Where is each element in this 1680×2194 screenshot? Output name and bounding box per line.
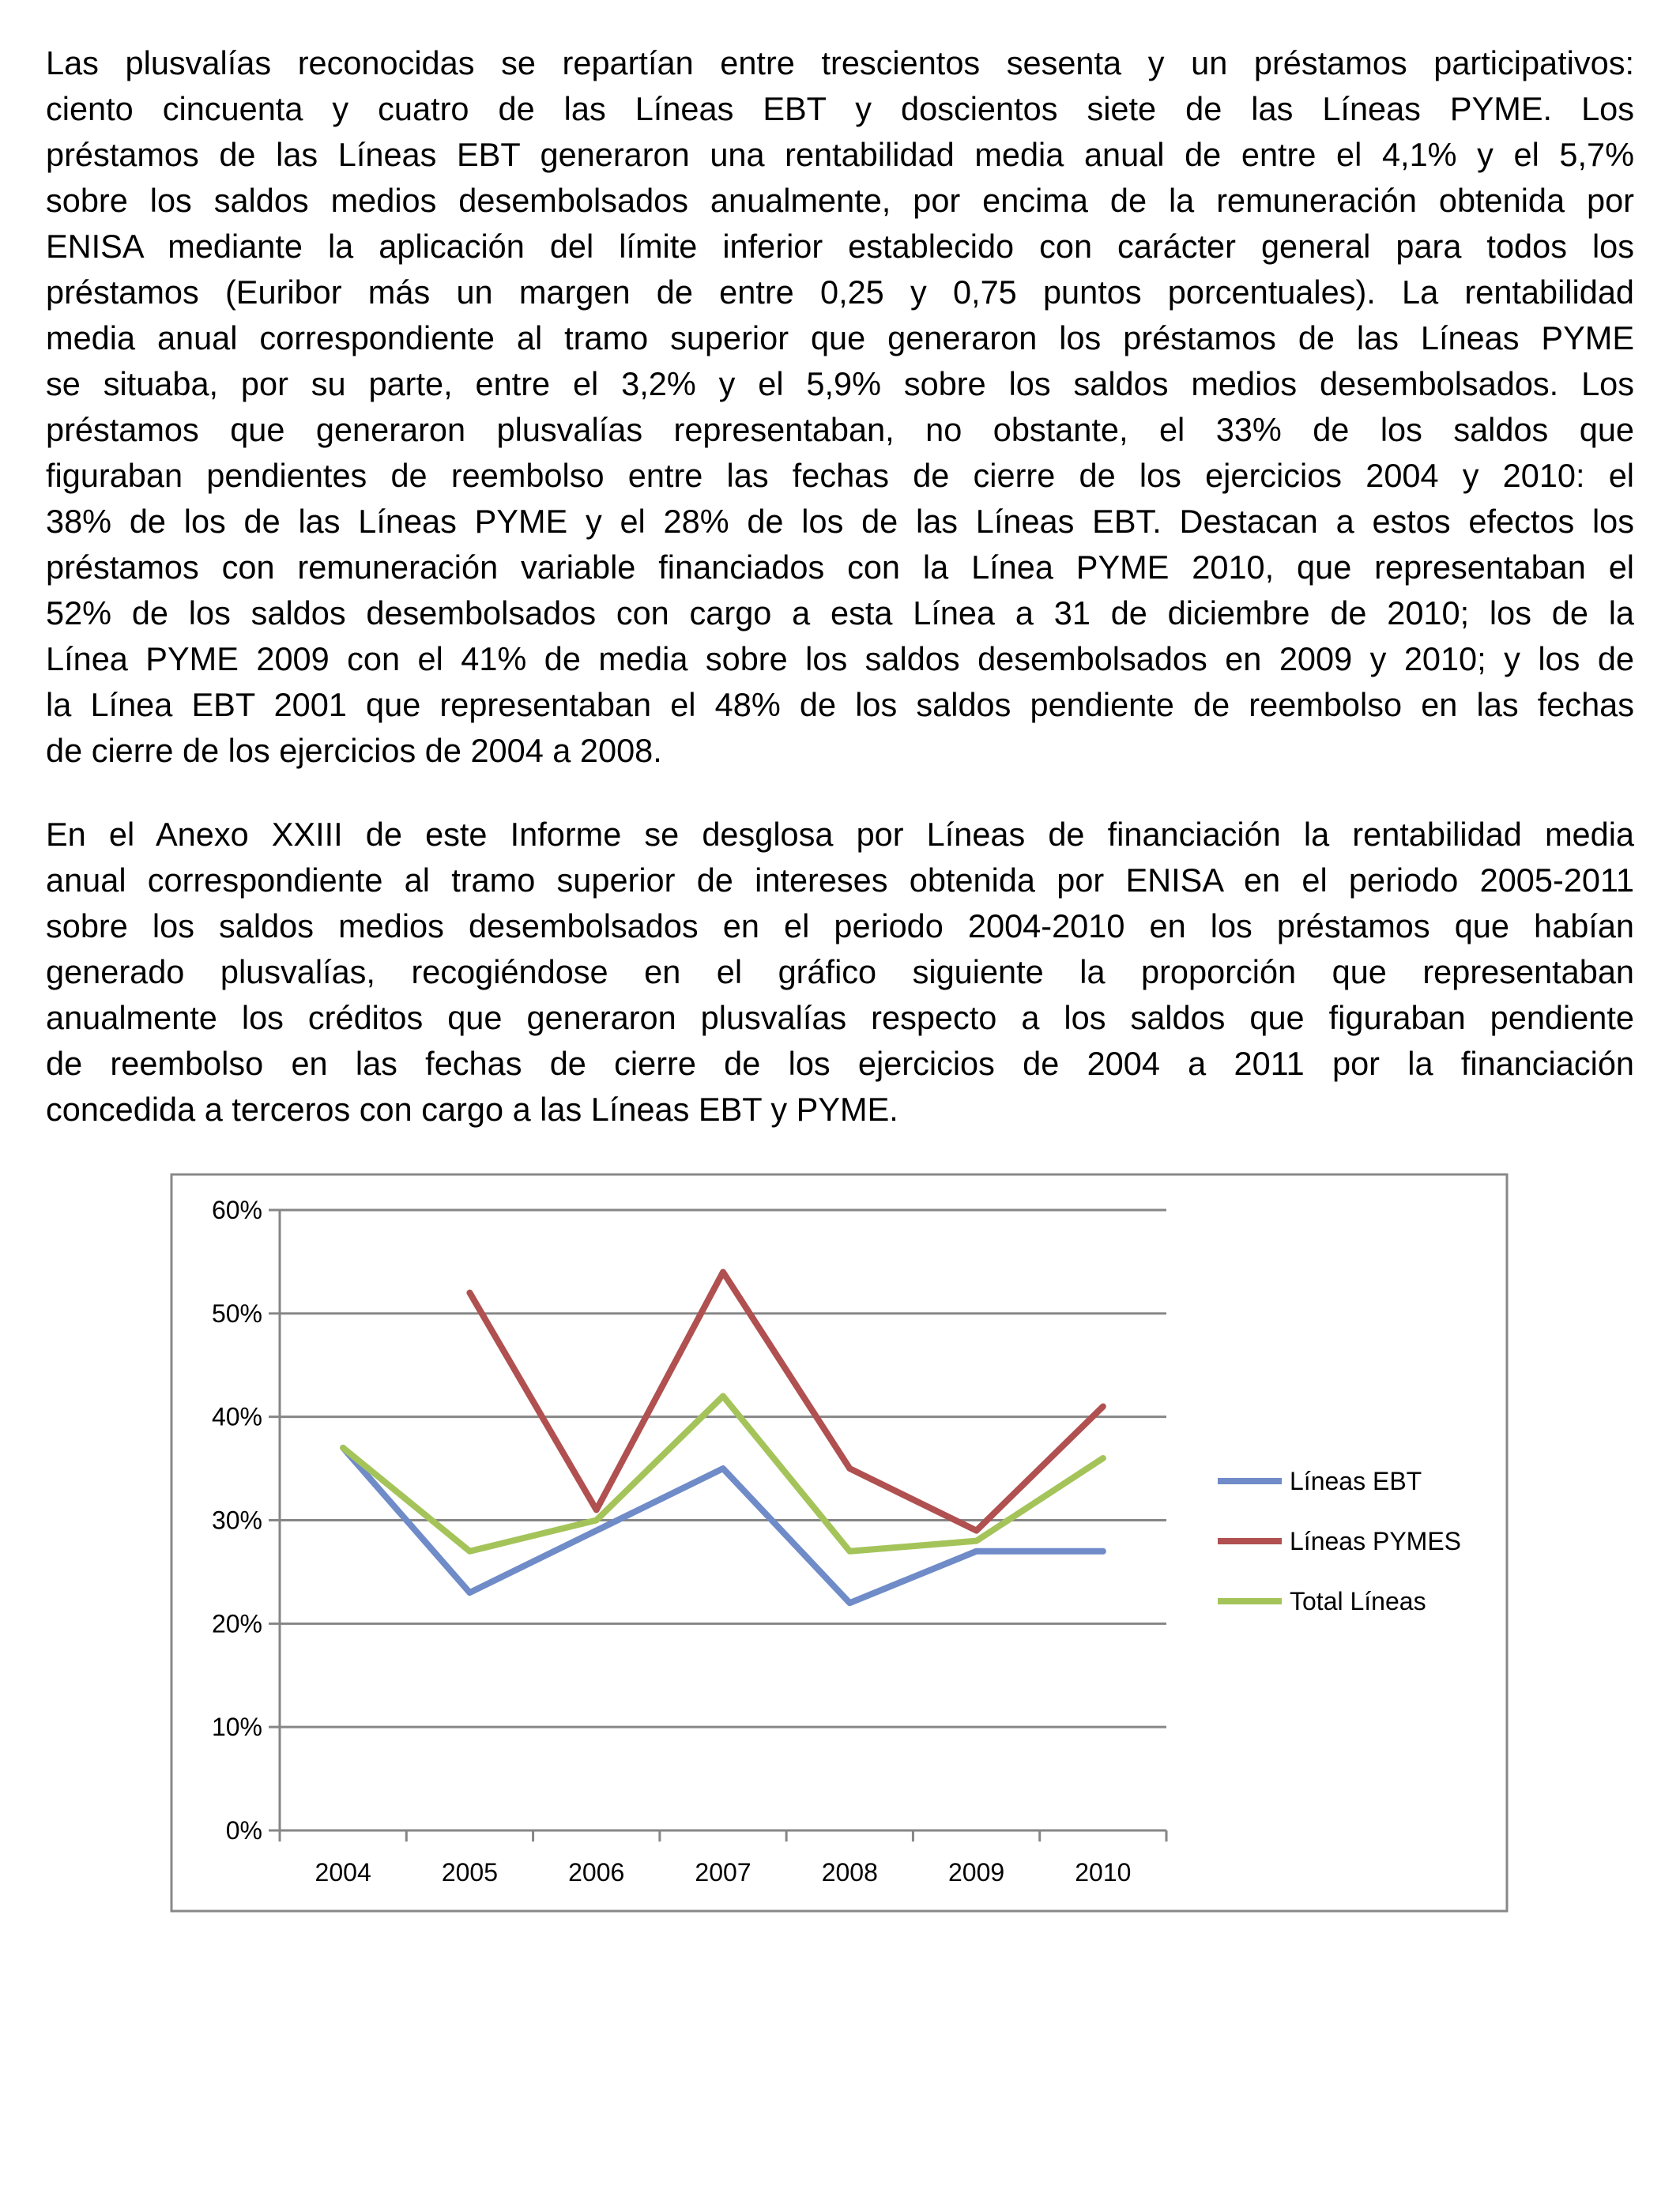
x-tick-label: 2009 (948, 1858, 1004, 1887)
paragraph-1: Las plusvalías reconocidas se repartían … (46, 40, 1634, 774)
y-tick-label: 20% (212, 1609, 262, 1638)
text-line: concedida a terceros con cargo a las Lín… (46, 1091, 898, 1128)
text-line: anual correspondiente al tramo superior … (46, 861, 1634, 899)
text-line: En el Anexo XXIII de este Informe se des… (46, 816, 1634, 853)
text-line: Línea PYME 2009 con el 41% de media sobr… (46, 640, 1634, 677)
text-line: de reembolso en las fechas de cierre de … (46, 1045, 1634, 1082)
legend-label: Líneas EBT (1290, 1467, 1422, 1495)
legend-label: Líneas PYMES (1290, 1527, 1461, 1555)
text-line: 38% de los de las Líneas PYME y el 28% d… (46, 503, 1634, 540)
text-line: la Línea EBT 2001 que representaban el 4… (46, 686, 1634, 723)
text-line: anualmente los créditos que generaron pl… (46, 999, 1634, 1036)
text-line: préstamos con remuneración variable fina… (46, 548, 1634, 586)
x-tick-label: 2006 (568, 1858, 624, 1887)
y-tick-label: 30% (212, 1506, 262, 1535)
text-line: sobre los saldos medios desembolsados an… (46, 182, 1634, 219)
text-line: préstamos (Euribor más un margen de entr… (46, 273, 1634, 311)
text-line: 52% de los saldos desembolsados con carg… (46, 594, 1634, 631)
x-tick-label: 2007 (695, 1858, 751, 1887)
y-tick-label: 0% (226, 1816, 262, 1845)
text-line: préstamos que generaron plusvalías repre… (46, 411, 1634, 448)
text-line: Las plusvalías reconocidas se repartían … (46, 44, 1634, 81)
text-line: generado plusvalías, recogiéndose en el … (46, 953, 1634, 990)
y-tick-label: 60% (212, 1196, 262, 1224)
text-line: préstamos de las Líneas EBT generaron un… (46, 136, 1634, 173)
text-line: figuraban pendientes de reembolso entre … (46, 457, 1634, 494)
y-tick-label: 10% (212, 1713, 262, 1741)
series-line (466, 1269, 1106, 1534)
y-tick-label: 40% (212, 1403, 262, 1431)
x-tick-label: 2010 (1075, 1858, 1131, 1887)
text-line: ENISA mediante la aplicación del límite … (46, 228, 1634, 265)
x-tick-label: 2008 (822, 1858, 878, 1887)
text-line: se situaba, por su parte, entre el 3,2% … (46, 365, 1634, 402)
paragraph-2: En el Anexo XXIII de este Informe se des… (46, 812, 1634, 1133)
y-tick-label: 50% (212, 1299, 262, 1328)
text-line: ciento cincuenta y cuatro de las Líneas … (46, 90, 1634, 127)
text-line: de cierre de los ejercicios de 2004 a 20… (46, 732, 662, 769)
x-tick-label: 2005 (442, 1858, 498, 1887)
text-line: sobre los saldos medios desembolsados en… (46, 907, 1634, 944)
x-tick-label: 2004 (315, 1858, 371, 1887)
text-line: media anual correspondiente al tramo sup… (46, 319, 1634, 356)
legend-label: Total Líneas (1290, 1587, 1426, 1615)
